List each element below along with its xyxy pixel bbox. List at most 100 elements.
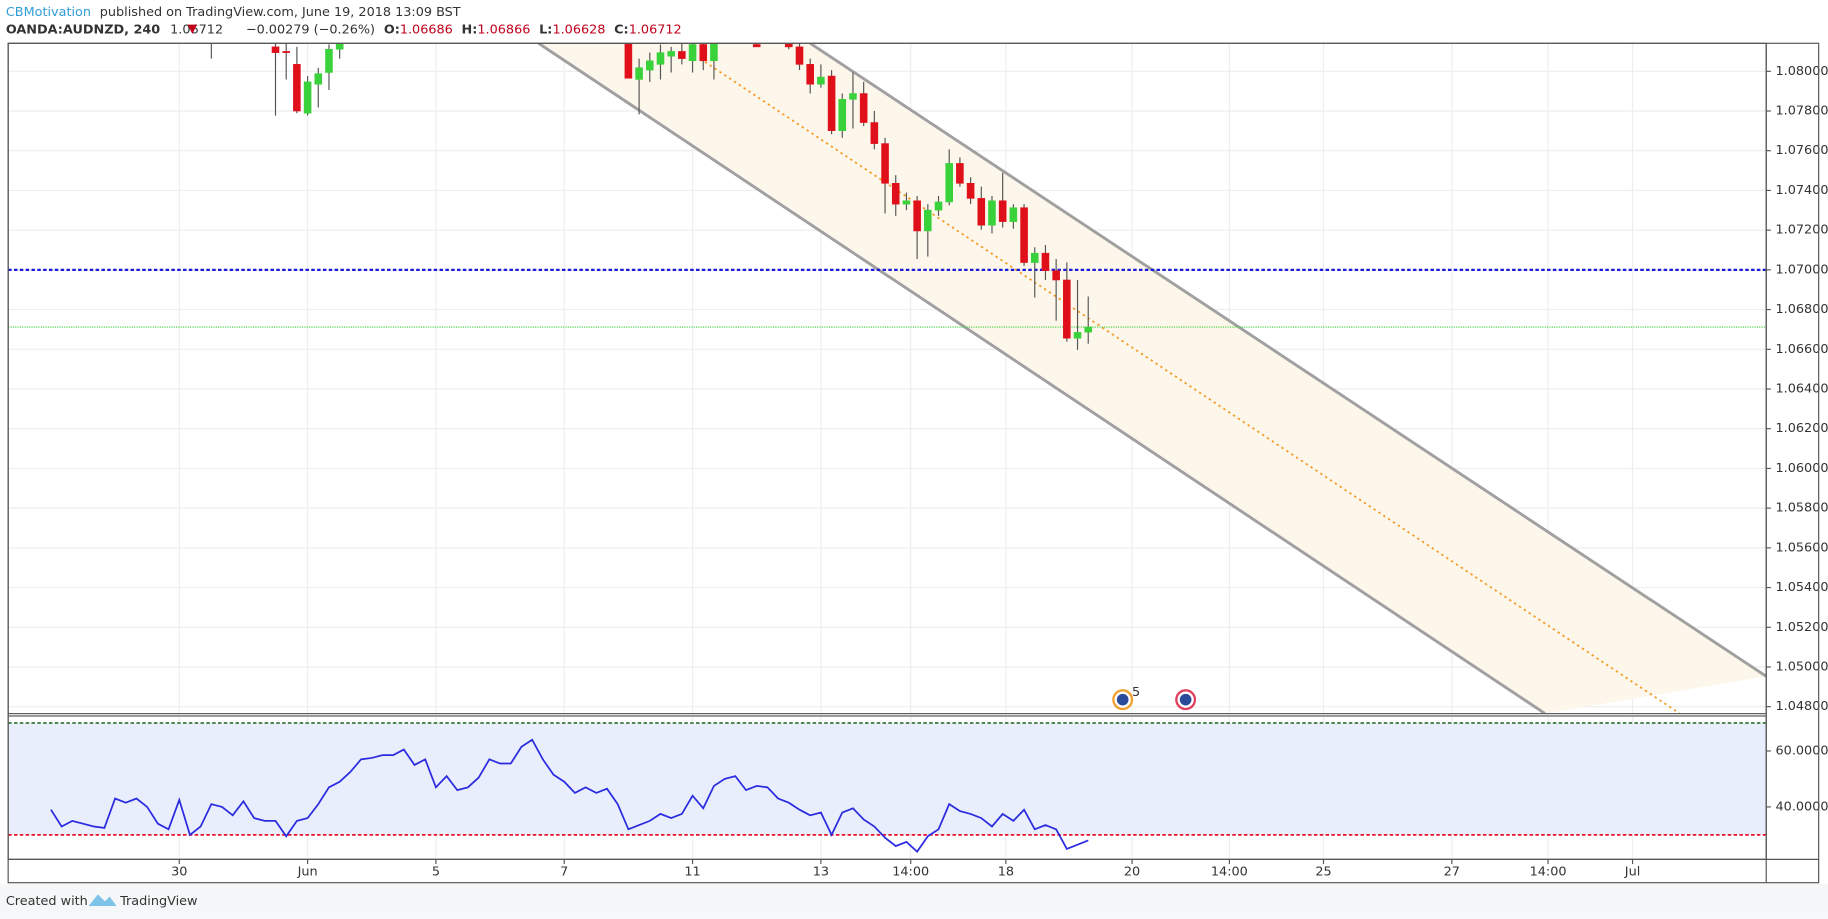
- h-label: H:: [462, 22, 478, 37]
- candle-body: [977, 198, 986, 226]
- rsi-line: [50, 738, 1089, 854]
- candle-body: [656, 52, 665, 65]
- event-icon-inner: [1179, 693, 1192, 706]
- x-tick-label: 7: [560, 865, 568, 880]
- x-tick-label: Jun: [297, 865, 318, 880]
- y-tick-label: 1.06200: [1776, 421, 1828, 436]
- candle-body: [817, 76, 825, 85]
- c-value: 1.06712: [629, 22, 682, 37]
- y-tick-label: 1.07600: [1776, 143, 1828, 158]
- candle-body: [956, 163, 964, 184]
- event-icon-inner: [1116, 693, 1129, 706]
- candle-body: [806, 64, 814, 85]
- x-tick-label: Jul: [1624, 865, 1640, 880]
- author[interactable]: CBMotivation: [6, 4, 91, 19]
- candle-body: [624, 43, 633, 79]
- candle-body: [1030, 252, 1039, 263]
- change: −0.00279 (−0.26%): [246, 22, 375, 37]
- o-label: O:: [384, 22, 400, 37]
- created-with: Created with: [6, 894, 88, 909]
- x-tick-label: 30: [171, 865, 187, 880]
- candle-body: [902, 200, 911, 205]
- l-value: 1.06628: [552, 22, 605, 37]
- y-tick-label: 1.07800: [1776, 104, 1828, 119]
- y-tick-label: 1.07400: [1776, 183, 1828, 198]
- outer-frame: [7, 42, 1820, 884]
- candle-body: [785, 43, 793, 48]
- candle-body: [988, 200, 996, 226]
- candle-body: [859, 93, 868, 123]
- candle-body: [667, 51, 675, 57]
- x-tick-label: 18: [998, 865, 1014, 880]
- candle-body: [699, 44, 708, 62]
- candle-body: [325, 48, 333, 73]
- candle-body: [293, 64, 301, 112]
- candle-body: [314, 73, 323, 85]
- y-tick-label: 40.0000: [1776, 799, 1828, 814]
- candle-body: [335, 43, 344, 50]
- tv-logo: [88, 894, 117, 907]
- price-pane: [8, 43, 1767, 714]
- level-band: [8, 722, 1767, 835]
- event-count: 5: [1132, 685, 1140, 700]
- y-tick-label: 1.05800: [1776, 501, 1828, 516]
- x-tick-label: 27: [1444, 865, 1460, 880]
- channel-lower: [537, 43, 1546, 714]
- candle-body: [1009, 207, 1018, 222]
- candle-body: [998, 200, 1007, 222]
- candle-body: [1084, 326, 1093, 333]
- candle-body: [795, 46, 804, 65]
- y-tick-label: 1.07000: [1776, 262, 1828, 277]
- y-tick-label: 1.07200: [1776, 223, 1828, 238]
- candle-body: [913, 200, 921, 232]
- candle-body: [1063, 279, 1071, 339]
- symbol-line: OANDA:AUDNZD, 240 1.06712 −0.00279 (−0.2…: [6, 22, 682, 37]
- y-tick-label: 1.05400: [1776, 580, 1828, 595]
- candle-body: [645, 60, 654, 71]
- c-label: C:: [614, 22, 629, 37]
- candle-body: [870, 122, 879, 144]
- candle-body: [282, 51, 290, 53]
- candle-body: [688, 44, 697, 62]
- candle-body: [1041, 252, 1050, 271]
- x-tick-label: 14:00: [1530, 865, 1567, 880]
- x-tick-label: 25: [1315, 865, 1331, 880]
- candle-body: [827, 75, 836, 131]
- x-tick-label: 13: [813, 865, 829, 880]
- axes: 1.04800 1.05000 1.05200 1.05400 1.05600 1.058…: [171, 64, 1828, 880]
- x-tick-label: 11: [684, 865, 700, 880]
- channel-upper: [809, 43, 1767, 678]
- symbol: OANDA:AUDNZD, 240: [6, 22, 160, 37]
- y-tick-label: 1.06600: [1776, 342, 1828, 357]
- y-tick-label: 1.05600: [1776, 540, 1828, 555]
- y-tick-label: 1.06000: [1776, 461, 1828, 476]
- x-tick-label: 14:00: [892, 865, 929, 880]
- candle-body: [966, 182, 975, 199]
- candle-body: [710, 43, 718, 62]
- y-tick-label: 1.04800: [1776, 699, 1828, 714]
- candle-body: [1020, 207, 1028, 263]
- candle-body: [271, 46, 280, 53]
- last-price: 1.06712: [170, 22, 223, 37]
- candle-body: [945, 163, 953, 203]
- l-label: L:: [539, 22, 552, 37]
- candle-body: [838, 99, 847, 131]
- y-tick-label: 1.05200: [1776, 620, 1828, 635]
- brand[interactable]: TradingView: [119, 894, 197, 909]
- candle-body: [303, 81, 312, 114]
- y-tick-label: 1.06400: [1776, 381, 1828, 396]
- y-tick-label: 1.05000: [1776, 659, 1828, 674]
- candle-body: [924, 209, 932, 232]
- footer-bar: [0, 883, 1828, 919]
- candle-body: [752, 44, 761, 48]
- candle-body: [881, 143, 889, 184]
- channel-middle: [699, 57, 1681, 714]
- candle-body: [1052, 270, 1060, 281]
- candle-body: [635, 67, 643, 80]
- channel-fill: [538, 43, 1767, 714]
- down-triangle: [187, 24, 198, 34]
- o-value: 1.06686: [400, 22, 453, 37]
- x-tick-label: 14:00: [1211, 865, 1248, 880]
- y-tick-label: 1.08000: [1776, 64, 1828, 79]
